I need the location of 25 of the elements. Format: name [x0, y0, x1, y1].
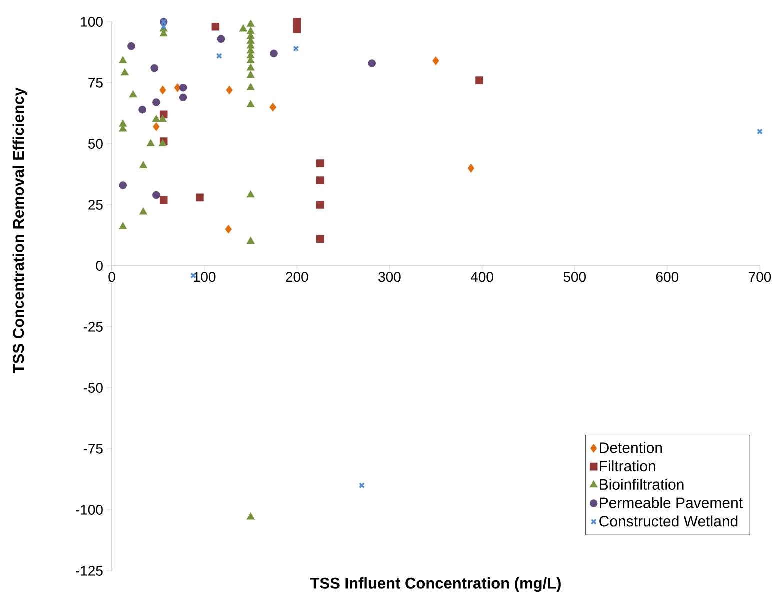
y-tick-label: 25 — [88, 200, 103, 210]
x-tick-label: 600 — [656, 272, 679, 282]
y-tick-label: 100 — [81, 17, 103, 27]
x-tick-label: 400 — [470, 272, 494, 282]
y-tick-label: -25 — [84, 322, 103, 332]
x-tick-label: 300 — [378, 272, 401, 282]
legend-label: Constructed Wetland — [600, 516, 738, 527]
x-tick-label: 500 — [564, 272, 586, 282]
y-tick-label: 50 — [88, 139, 103, 149]
legend-label: Detention — [600, 442, 662, 454]
y-tick-label: 75 — [88, 78, 103, 88]
legend-label: Filtration — [600, 460, 656, 472]
y-tick-label: -75 — [84, 444, 103, 454]
x-tick-label: 100 — [194, 272, 216, 282]
y-tick-label: -125 — [76, 566, 103, 576]
y-tick-label: 0 — [96, 261, 103, 271]
legend-label: Permeable Pavement — [600, 497, 743, 508]
y-axis-title: TSS Concentration Removal Efficiency — [12, 88, 28, 374]
x-axis-title: TSS Influent Concentration (mg/L) — [310, 578, 561, 592]
x-tick-label: 200 — [286, 272, 308, 282]
y-tick-label: -50 — [84, 383, 103, 393]
legend-label: Bioinfiltration — [600, 478, 684, 490]
x-tick-label: 700 — [749, 272, 772, 282]
x-tick-label: 0 — [108, 272, 116, 282]
y-tick-label: -100 — [76, 505, 103, 515]
